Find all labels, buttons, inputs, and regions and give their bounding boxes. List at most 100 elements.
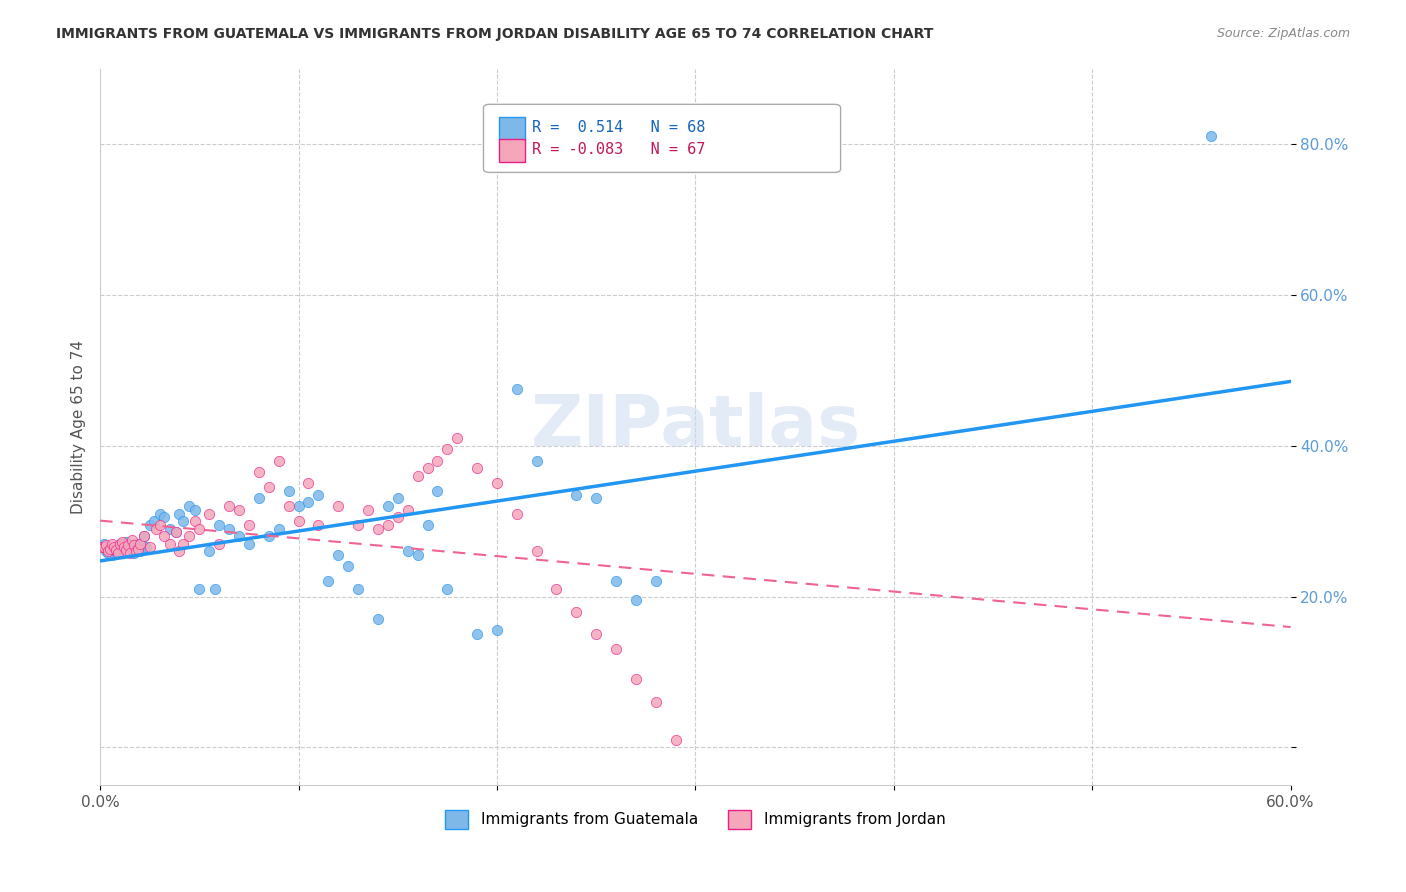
- Point: [117, 541, 139, 555]
- Point: [172, 537, 194, 551]
- Point: [297, 495, 319, 509]
- Point: [115, 535, 138, 549]
- Point: [149, 507, 172, 521]
- Point: [347, 582, 370, 596]
- Point: [377, 517, 399, 532]
- Point: [132, 529, 155, 543]
- Point: [238, 517, 260, 532]
- Point: [93, 541, 115, 555]
- Point: [169, 544, 191, 558]
- Point: [159, 537, 181, 551]
- Point: [406, 548, 429, 562]
- Text: R = -0.083   N = 67: R = -0.083 N = 67: [533, 142, 706, 157]
- Point: [287, 514, 309, 528]
- Point: [127, 541, 149, 556]
- Point: [347, 517, 370, 532]
- Point: [1199, 129, 1222, 144]
- Point: [165, 525, 187, 540]
- Point: [485, 476, 508, 491]
- Point: [145, 522, 167, 536]
- Point: [218, 499, 240, 513]
- Point: [118, 542, 141, 557]
- Point: [112, 541, 135, 555]
- Point: [297, 476, 319, 491]
- Point: [247, 491, 270, 506]
- Point: [247, 465, 270, 479]
- Point: [112, 537, 135, 551]
- Point: [128, 544, 150, 558]
- Point: [101, 548, 124, 562]
- Legend: Immigrants from Guatemala, Immigrants from Jordan: Immigrants from Guatemala, Immigrants fr…: [439, 804, 952, 835]
- Point: [117, 538, 139, 552]
- Point: [204, 582, 226, 596]
- Point: [188, 522, 211, 536]
- Point: [318, 574, 340, 589]
- Point: [605, 574, 627, 589]
- Text: IMMIGRANTS FROM GUATEMALA VS IMMIGRANTS FROM JORDAN DISABILITY AGE 65 TO 74 CORR: IMMIGRANTS FROM GUATEMALA VS IMMIGRANTS …: [56, 27, 934, 41]
- Point: [138, 541, 160, 555]
- Point: [125, 544, 148, 558]
- Point: [125, 537, 148, 551]
- Point: [624, 593, 647, 607]
- Point: [337, 559, 360, 574]
- Y-axis label: Disability Age 65 to 74: Disability Age 65 to 74: [72, 340, 86, 514]
- Point: [188, 582, 211, 596]
- Point: [198, 544, 221, 558]
- Point: [585, 491, 607, 506]
- Point: [93, 537, 115, 551]
- Point: [98, 541, 121, 556]
- Point: [426, 483, 449, 498]
- Point: [98, 541, 121, 556]
- Point: [94, 544, 117, 558]
- Text: R =  0.514   N = 68: R = 0.514 N = 68: [533, 120, 706, 136]
- Point: [328, 548, 350, 562]
- Point: [91, 541, 114, 555]
- Bar: [499, 117, 524, 140]
- Point: [664, 732, 686, 747]
- Point: [446, 431, 468, 445]
- Point: [307, 517, 329, 532]
- Point: [198, 507, 221, 521]
- Point: [208, 537, 231, 551]
- Point: [387, 510, 409, 524]
- Point: [103, 541, 125, 555]
- Point: [387, 491, 409, 506]
- Text: ZIPatlas: ZIPatlas: [530, 392, 860, 461]
- Point: [149, 517, 172, 532]
- Point: [267, 522, 290, 536]
- Point: [465, 461, 488, 475]
- Point: [118, 546, 141, 560]
- Point: [506, 382, 529, 396]
- Point: [208, 517, 231, 532]
- Point: [406, 468, 429, 483]
- Point: [565, 488, 588, 502]
- Point: [107, 546, 129, 560]
- Point: [103, 542, 125, 557]
- Point: [367, 522, 389, 536]
- Point: [257, 480, 280, 494]
- Point: [184, 502, 207, 516]
- Point: [228, 529, 250, 543]
- Point: [328, 499, 350, 513]
- Point: [122, 546, 145, 560]
- FancyBboxPatch shape: [484, 104, 841, 172]
- Point: [416, 461, 439, 475]
- Point: [165, 525, 187, 540]
- Point: [152, 510, 174, 524]
- Point: [377, 499, 399, 513]
- Point: [111, 538, 134, 552]
- Point: [277, 483, 299, 498]
- Point: [367, 612, 389, 626]
- Point: [526, 544, 548, 558]
- Point: [108, 537, 131, 551]
- Point: [605, 642, 627, 657]
- Text: Source: ZipAtlas.com: Source: ZipAtlas.com: [1216, 27, 1350, 40]
- Point: [585, 627, 607, 641]
- Point: [416, 517, 439, 532]
- Point: [644, 695, 666, 709]
- Bar: [499, 139, 524, 161]
- Point: [436, 442, 458, 457]
- Point: [506, 507, 529, 521]
- Point: [218, 522, 240, 536]
- Point: [128, 537, 150, 551]
